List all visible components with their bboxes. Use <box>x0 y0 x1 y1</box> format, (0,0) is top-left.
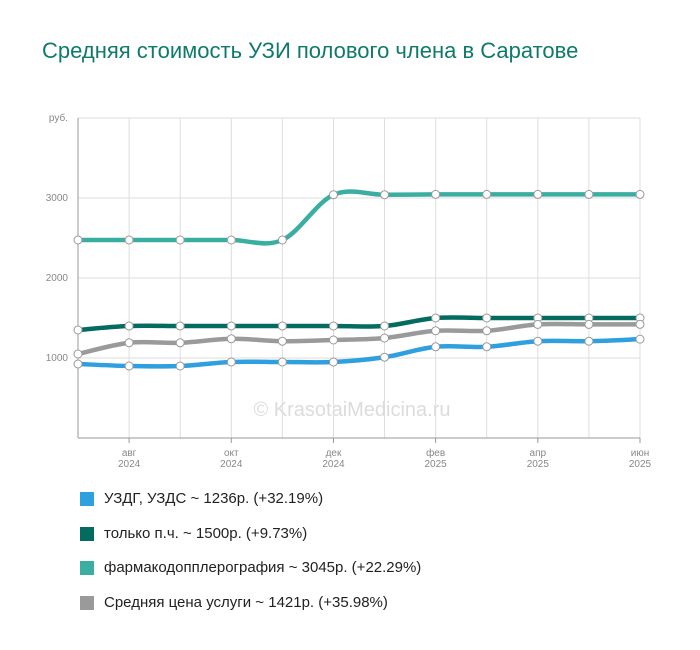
point <box>584 319 594 329</box>
point <box>635 334 645 344</box>
chart-title: Средняя стоимость УЗИ полового члена в С… <box>42 38 579 63</box>
point <box>328 335 338 345</box>
x-tick-label: фев 2025 <box>424 448 447 470</box>
point <box>584 336 594 346</box>
point <box>431 326 441 336</box>
point <box>482 313 492 323</box>
legend-swatch <box>80 561 94 575</box>
point <box>482 189 492 199</box>
point <box>175 338 185 348</box>
legend-label: только п.ч. ~ 1500р. (+9.73%) <box>104 524 308 542</box>
point <box>533 336 543 346</box>
legend-swatch <box>80 526 94 541</box>
point <box>277 357 287 367</box>
point <box>73 359 83 369</box>
watermark: © KrasotaiMedicina.ru <box>253 399 450 421</box>
point <box>635 189 645 199</box>
x-tick-label: июн 2025 <box>628 448 652 470</box>
point <box>226 334 236 344</box>
point <box>226 357 236 367</box>
point <box>533 189 543 199</box>
point <box>380 333 390 343</box>
x-tick-label: авг 2024 <box>117 448 141 470</box>
point <box>431 189 441 199</box>
legend-label: УЗДГ, УЗДС ~ 1236р. (+32.19%) <box>104 490 324 507</box>
point <box>482 326 492 336</box>
point <box>73 349 83 359</box>
point <box>226 321 236 331</box>
point <box>584 189 594 199</box>
point <box>124 321 134 331</box>
point <box>380 321 390 331</box>
point <box>124 361 134 371</box>
point <box>124 235 134 245</box>
legend-swatch <box>80 595 94 610</box>
point <box>635 319 645 329</box>
series-line <box>75 189 643 246</box>
point <box>431 313 441 323</box>
point <box>380 352 390 362</box>
point <box>328 321 338 331</box>
point <box>533 319 543 329</box>
legend-swatch <box>80 492 94 506</box>
point <box>175 361 185 371</box>
point <box>175 321 185 331</box>
x-tick-label: дек 2024 <box>322 448 345 470</box>
point <box>277 321 287 331</box>
point <box>328 357 338 367</box>
y-tick-label: 3000 <box>46 193 69 204</box>
point <box>226 235 236 245</box>
point <box>482 342 492 352</box>
point <box>328 190 338 200</box>
point <box>277 336 287 346</box>
point <box>73 325 83 335</box>
point <box>431 342 441 352</box>
y-unit: руб. <box>49 112 68 124</box>
y-tick-label: 2000 <box>46 273 69 284</box>
x-tick-label: апр 2025 <box>526 448 549 470</box>
point <box>124 338 134 348</box>
point <box>380 190 390 200</box>
point <box>175 235 185 245</box>
legend-label: Средняя цена услуги ~ 1421р. (+35.98%) <box>104 593 388 611</box>
y-tick-label: 1000 <box>46 353 69 364</box>
legend-label: фармакодопплерография ~ 3045р. (+22.29%) <box>104 559 422 576</box>
grid <box>78 117 641 438</box>
x-tick-label: окт 2024 <box>220 448 243 470</box>
point <box>277 235 287 245</box>
point <box>73 235 83 245</box>
